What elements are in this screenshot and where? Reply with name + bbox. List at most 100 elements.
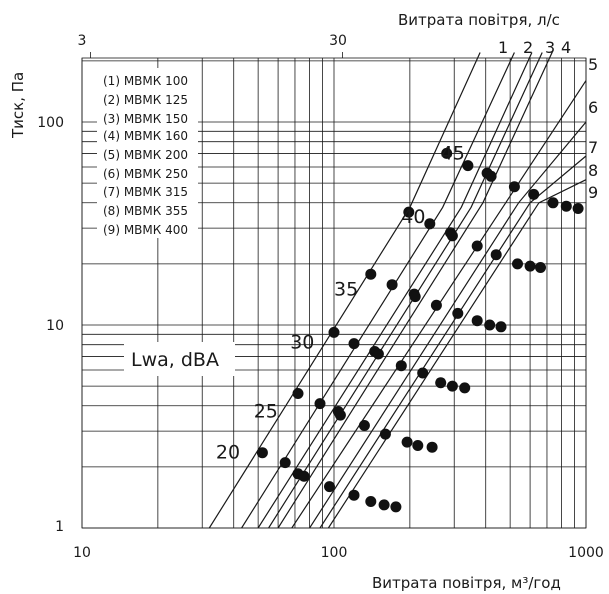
noise-marker-20 — [365, 496, 377, 507]
noise-marker-25 — [334, 409, 346, 421]
noise-marker-40 — [403, 206, 415, 218]
noise-marker-45 — [560, 200, 572, 212]
noise-labels: 20 25 30 35 40 45 — [216, 142, 465, 463]
noise-marker-20 — [298, 470, 310, 482]
noise-marker-45 — [508, 181, 520, 193]
noise-marker-30 — [348, 338, 360, 350]
line-label-6: 6 — [588, 98, 598, 117]
legend-item: (3) МВМК 150 — [103, 112, 188, 126]
series-line-4 — [268, 52, 543, 528]
noise-marker-20 — [256, 447, 268, 459]
noise-marker-30 — [459, 382, 471, 394]
noise-marker-40 — [471, 240, 483, 252]
legend-item: (6) МВМК 250 — [103, 167, 188, 181]
legend-background — [97, 68, 198, 238]
legend-item: (1) МВМК 100 — [103, 74, 188, 88]
series-line-6 — [291, 80, 587, 528]
noise-marker-40 — [424, 218, 436, 230]
line-label-3: 3 — [545, 38, 555, 57]
legend-item: (8) МВМК 355 — [103, 204, 188, 218]
series-lines — [208, 50, 587, 528]
line-label-9: 9 — [588, 183, 598, 202]
line-label-8: 8 — [588, 161, 598, 180]
y-tick-label: 100 — [37, 115, 64, 131]
noise-level-label: 40 — [401, 206, 425, 228]
noise-level-label: 30 — [290, 332, 314, 354]
noise-marker-45 — [528, 188, 540, 200]
series-line-8 — [319, 155, 587, 528]
noise-marker-35 — [484, 319, 496, 331]
noise-marker-25 — [401, 436, 413, 448]
legend-item: (2) МВМК 125 — [103, 93, 188, 107]
noise-marker-40 — [535, 262, 546, 273]
y-axis-title: Тиск, Па — [9, 72, 27, 139]
legend: (1) МВМК 100 (2) МВМК 125 (3) МВМК 150 (… — [103, 74, 188, 237]
noise-marker-30 — [372, 348, 384, 360]
noise-marker-45 — [572, 203, 584, 214]
noise-marker-30 — [328, 326, 340, 338]
series-line-9 — [327, 179, 587, 528]
noise-marker-30 — [435, 377, 447, 389]
noise-marker-45 — [462, 160, 474, 172]
noise-marker-35 — [471, 315, 483, 327]
noise-marker-40 — [524, 260, 536, 272]
noise-marker-35 — [409, 291, 421, 303]
noise-marker-45 — [441, 147, 453, 159]
noise-marker-20 — [378, 499, 390, 511]
x2-tick-label: 30 — [329, 33, 347, 49]
legend-item: (7) МВМК 315 — [103, 185, 188, 199]
legend-item: (9) МВМК 400 — [103, 223, 188, 237]
series-line-2 — [241, 52, 515, 528]
noise-level-label: 35 — [334, 278, 358, 300]
noise-marker-30 — [446, 380, 458, 392]
noise-marker-30 — [395, 360, 407, 372]
series-line-3 — [257, 52, 533, 528]
noise-marker-25 — [358, 420, 370, 431]
x-tick-label: 10 — [73, 545, 91, 561]
series-line-7 — [309, 121, 587, 528]
x-tick-label: 100 — [321, 545, 348, 561]
noise-marker-30 — [417, 367, 429, 379]
noise-level-label: 25 — [254, 401, 278, 423]
line-label-1: 1 — [498, 38, 508, 57]
x-axis-title: Витрата повітря, м³/год — [372, 574, 561, 592]
noise-marker-45 — [485, 170, 497, 182]
line-label-7: 7 — [588, 138, 598, 157]
noise-marker-40 — [490, 249, 502, 261]
noise-marker-40 — [446, 230, 458, 242]
noise-level-label: 45 — [441, 142, 465, 164]
y-tick-label: 1 — [55, 519, 64, 535]
noise-marker-20 — [348, 489, 360, 501]
noise-marker-35 — [452, 307, 464, 319]
x2-tick-label: 3 — [78, 33, 87, 49]
noise-marker-25 — [292, 388, 304, 399]
noise-marker-25 — [412, 440, 424, 451]
noise-marker-20 — [324, 481, 335, 493]
line-label-2: 2 — [523, 38, 533, 57]
noise-marker-35 — [430, 299, 442, 311]
noise-marker-35 — [495, 321, 507, 333]
noise-marker-40 — [512, 258, 523, 270]
grid — [81, 52, 587, 529]
markers — [256, 147, 584, 513]
noise-marker-45 — [547, 197, 559, 209]
legend-item: (4) МВМК 160 — [103, 129, 188, 143]
lwa-label: Lwa, dBA — [131, 349, 219, 371]
series-line-5 — [277, 50, 554, 528]
noise-marker-25 — [426, 441, 438, 453]
noise-marker-20 — [390, 501, 402, 513]
noise-marker-35 — [365, 268, 377, 280]
y-tick-label: 10 — [46, 318, 64, 334]
line-label-4: 4 — [561, 38, 571, 57]
x-tick-label: 1000 — [568, 545, 604, 561]
legend-item: (5) МВМК 200 — [103, 148, 188, 162]
line-label-5: 5 — [588, 55, 598, 74]
lwa-label-background — [124, 342, 235, 376]
noise-level-label: 20 — [216, 442, 240, 464]
x2-axis-title: Витрата повітря, л/с — [398, 11, 560, 29]
noise-marker-25 — [379, 428, 391, 440]
noise-marker-35 — [386, 279, 398, 291]
noise-marker-25 — [314, 398, 326, 410]
noise-marker-20 — [279, 457, 291, 469]
